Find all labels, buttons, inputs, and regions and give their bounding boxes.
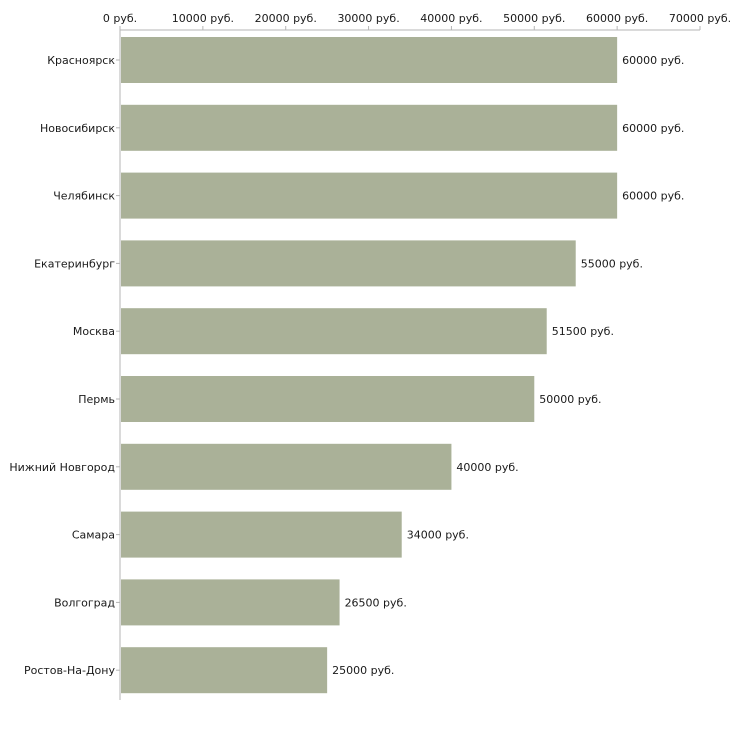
- bar: [121, 376, 535, 422]
- bar: [121, 172, 618, 219]
- category-labels: Красноярск Новосибирск Челябинск Екатеринбу…: [9, 54, 120, 677]
- category-label: Челябинск: [53, 190, 115, 203]
- bar: [121, 37, 618, 83]
- bars: [121, 37, 618, 694]
- value-labels: 60000 руб. 60000 руб. 60000 руб. 55000 руб.…: [332, 54, 684, 677]
- category-label: Ростов-На-Дону: [24, 664, 115, 677]
- value-label: 25000 руб.: [332, 664, 394, 677]
- category-label: Волгоград: [54, 596, 115, 609]
- bar: [121, 647, 328, 694]
- x-tick-label: 30000 руб.: [337, 12, 399, 25]
- bar: [121, 579, 340, 626]
- bar: [121, 104, 618, 151]
- bar: [121, 443, 452, 490]
- x-tick-label: 60000 руб.: [586, 12, 648, 25]
- value-label: 50000 руб.: [539, 393, 601, 406]
- category-label: Новосибирск: [40, 122, 115, 135]
- value-label: 55000 руб.: [581, 257, 643, 270]
- value-label: 34000 руб.: [407, 529, 469, 542]
- value-label: 60000 руб.: [622, 190, 684, 203]
- x-tick-label: 10000 руб.: [172, 12, 234, 25]
- value-label: 51500 руб.: [552, 325, 614, 338]
- value-label: 40000 руб.: [456, 461, 518, 474]
- value-label: 26500 руб.: [345, 596, 407, 609]
- bar: [121, 308, 547, 355]
- bar: [121, 240, 576, 287]
- value-label: 60000 руб.: [622, 54, 684, 67]
- x-axis: 0 руб. 10000 руб. 20000 руб. 30000 руб. 4000…: [103, 12, 730, 31]
- x-tick-label: 40000 руб.: [420, 12, 482, 25]
- category-label: Екатеринбург: [34, 257, 115, 270]
- x-tick-label: 20000 руб.: [255, 12, 317, 25]
- category-label: Красноярск: [47, 54, 115, 67]
- bar: [121, 511, 402, 558]
- category-label: Самара: [72, 529, 115, 542]
- value-label: 60000 руб.: [622, 122, 684, 135]
- x-tick-label: 0 руб.: [103, 12, 137, 25]
- x-tick-label: 50000 руб.: [503, 12, 565, 25]
- x-tick-label: 70000 руб.: [669, 12, 730, 25]
- category-label: Москва: [73, 325, 115, 338]
- category-label: Пермь: [78, 393, 115, 406]
- category-label: Нижний Новгород: [9, 461, 115, 474]
